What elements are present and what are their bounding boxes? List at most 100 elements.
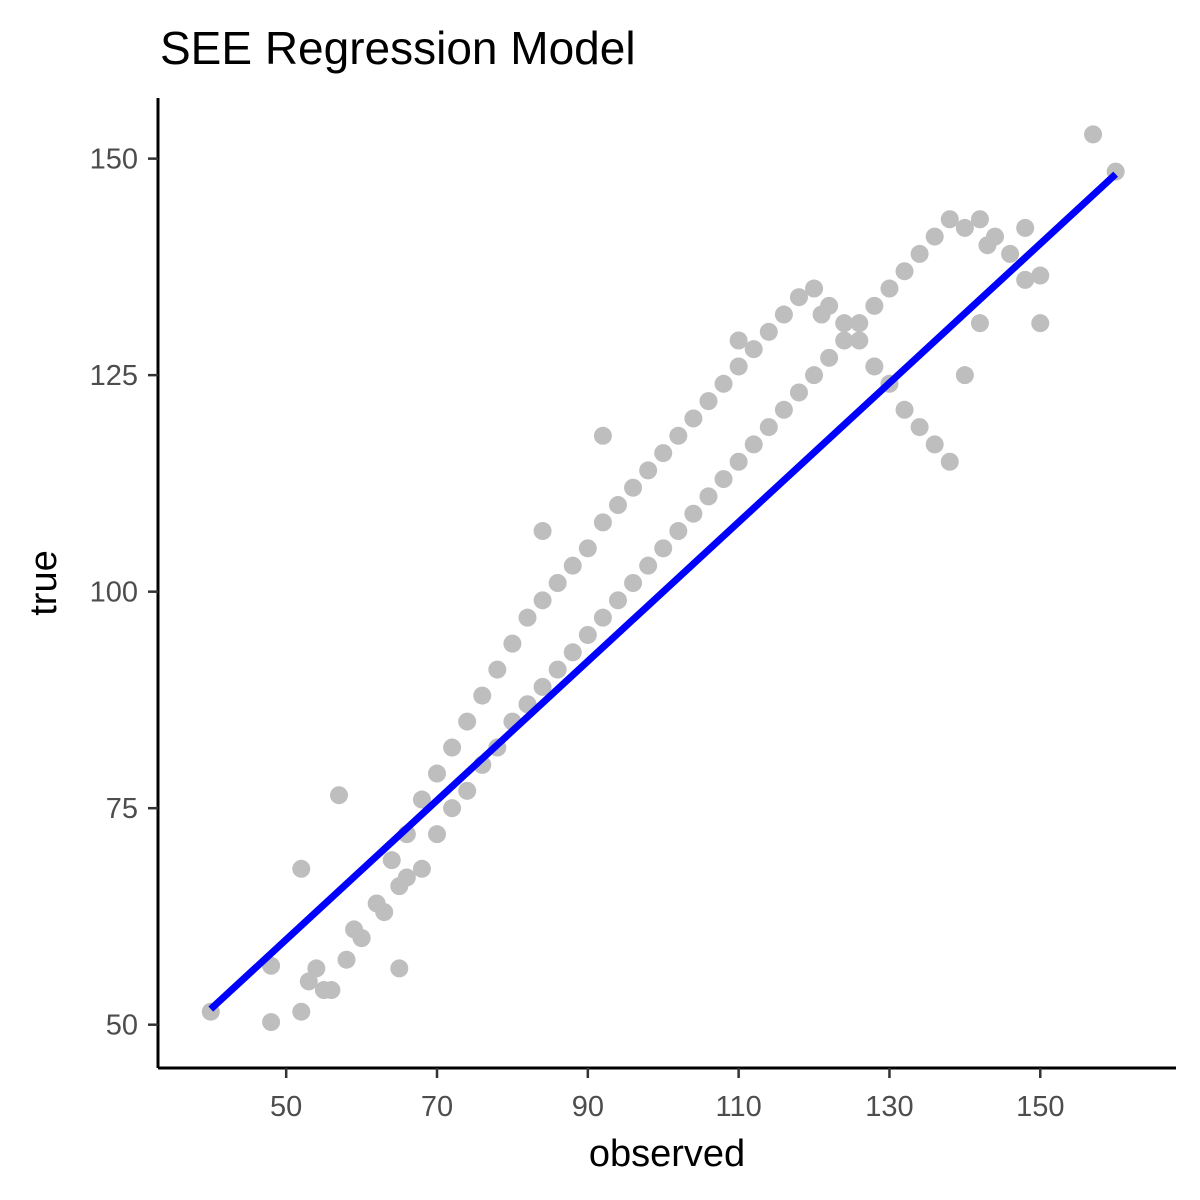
data-point bbox=[714, 374, 733, 393]
data-point bbox=[533, 677, 552, 696]
data-point bbox=[805, 366, 824, 385]
data-point bbox=[397, 868, 416, 887]
data-point bbox=[835, 331, 854, 350]
data-point bbox=[865, 296, 884, 315]
data-point bbox=[624, 574, 643, 592]
data-point bbox=[639, 556, 658, 575]
data-point bbox=[744, 435, 763, 454]
data-point bbox=[578, 539, 597, 558]
data-point bbox=[624, 478, 643, 497]
data-point bbox=[390, 959, 409, 978]
data-point bbox=[292, 859, 311, 878]
data-point bbox=[1031, 314, 1050, 333]
data-point bbox=[850, 331, 869, 350]
data-point bbox=[503, 634, 522, 653]
y-axis-ticks: 50 75 100 125 150 bbox=[90, 144, 158, 1042]
y-tick-label: 100 bbox=[90, 577, 138, 609]
data-point bbox=[729, 452, 748, 471]
data-point bbox=[699, 392, 718, 411]
data-point bbox=[978, 236, 997, 255]
data-point bbox=[774, 400, 793, 419]
regression-line-layer bbox=[208, 171, 1119, 1012]
data-point bbox=[714, 470, 733, 489]
data-point bbox=[970, 210, 989, 229]
data-point bbox=[443, 799, 462, 818]
data-point bbox=[759, 418, 778, 437]
data-point bbox=[563, 556, 582, 575]
data-point bbox=[548, 574, 567, 592]
data-point bbox=[669, 426, 688, 445]
data-point bbox=[684, 504, 703, 523]
y-tick-label: 125 bbox=[90, 360, 138, 392]
data-point bbox=[812, 305, 831, 324]
data-point bbox=[322, 981, 341, 1000]
data-point bbox=[925, 435, 944, 454]
y-tick-label: 50 bbox=[106, 1010, 138, 1042]
y-axis-title: true bbox=[23, 550, 65, 615]
data-point bbox=[337, 950, 356, 969]
data-point bbox=[865, 357, 884, 376]
data-point bbox=[443, 738, 462, 757]
y-tick-label: 150 bbox=[90, 144, 138, 176]
data-point bbox=[759, 322, 778, 341]
data-point bbox=[329, 786, 348, 805]
data-point bbox=[548, 660, 567, 679]
data-point bbox=[820, 348, 839, 367]
data-point bbox=[412, 790, 431, 809]
x-axis-ticks: 50 70 90 110 130 150 bbox=[270, 1068, 1064, 1123]
data-point bbox=[428, 764, 447, 783]
data-point bbox=[925, 227, 944, 246]
data-point bbox=[895, 262, 914, 281]
data-point bbox=[654, 444, 673, 463]
data-point bbox=[593, 513, 612, 532]
data-point bbox=[1001, 244, 1020, 263]
x-tick-label: 90 bbox=[572, 1091, 604, 1123]
data-point bbox=[1084, 125, 1103, 144]
data-point bbox=[835, 314, 854, 333]
x-tick-label: 150 bbox=[1016, 1091, 1064, 1123]
x-tick-label: 70 bbox=[421, 1091, 453, 1123]
data-point bbox=[699, 487, 718, 506]
y-tick-label: 75 bbox=[106, 793, 138, 825]
data-point bbox=[352, 929, 371, 948]
data-point bbox=[299, 972, 318, 991]
data-point bbox=[955, 366, 974, 385]
data-point bbox=[639, 461, 658, 480]
data-point bbox=[382, 851, 401, 870]
data-point bbox=[744, 340, 763, 359]
data-point bbox=[307, 959, 326, 978]
data-point bbox=[729, 331, 748, 350]
data-point bbox=[789, 383, 808, 402]
data-point bbox=[563, 643, 582, 662]
data-point bbox=[970, 314, 989, 333]
data-point bbox=[684, 409, 703, 428]
x-tick-label: 110 bbox=[716, 1091, 762, 1123]
data-point bbox=[533, 591, 552, 610]
data-point bbox=[940, 210, 959, 229]
data-point bbox=[669, 522, 688, 541]
regression-line bbox=[208, 171, 1119, 1012]
data-point bbox=[518, 608, 537, 627]
data-point bbox=[895, 400, 914, 419]
data-point bbox=[774, 305, 793, 324]
data-point bbox=[940, 452, 959, 471]
data-point bbox=[654, 539, 673, 558]
data-point bbox=[488, 660, 507, 679]
x-tick-label: 50 bbox=[270, 1091, 302, 1123]
data-point bbox=[367, 894, 386, 913]
data-points bbox=[201, 125, 1125, 1032]
data-point bbox=[593, 608, 612, 627]
data-point bbox=[850, 314, 869, 333]
data-point bbox=[458, 712, 477, 731]
data-point bbox=[955, 218, 974, 237]
x-tick-label: 130 bbox=[865, 1091, 913, 1123]
data-point bbox=[458, 781, 477, 800]
chart-title: SEE Regression Model bbox=[160, 22, 636, 74]
data-point bbox=[593, 426, 612, 445]
data-point bbox=[428, 825, 447, 844]
data-point bbox=[578, 625, 597, 644]
data-point bbox=[910, 244, 929, 263]
data-point bbox=[729, 357, 748, 376]
